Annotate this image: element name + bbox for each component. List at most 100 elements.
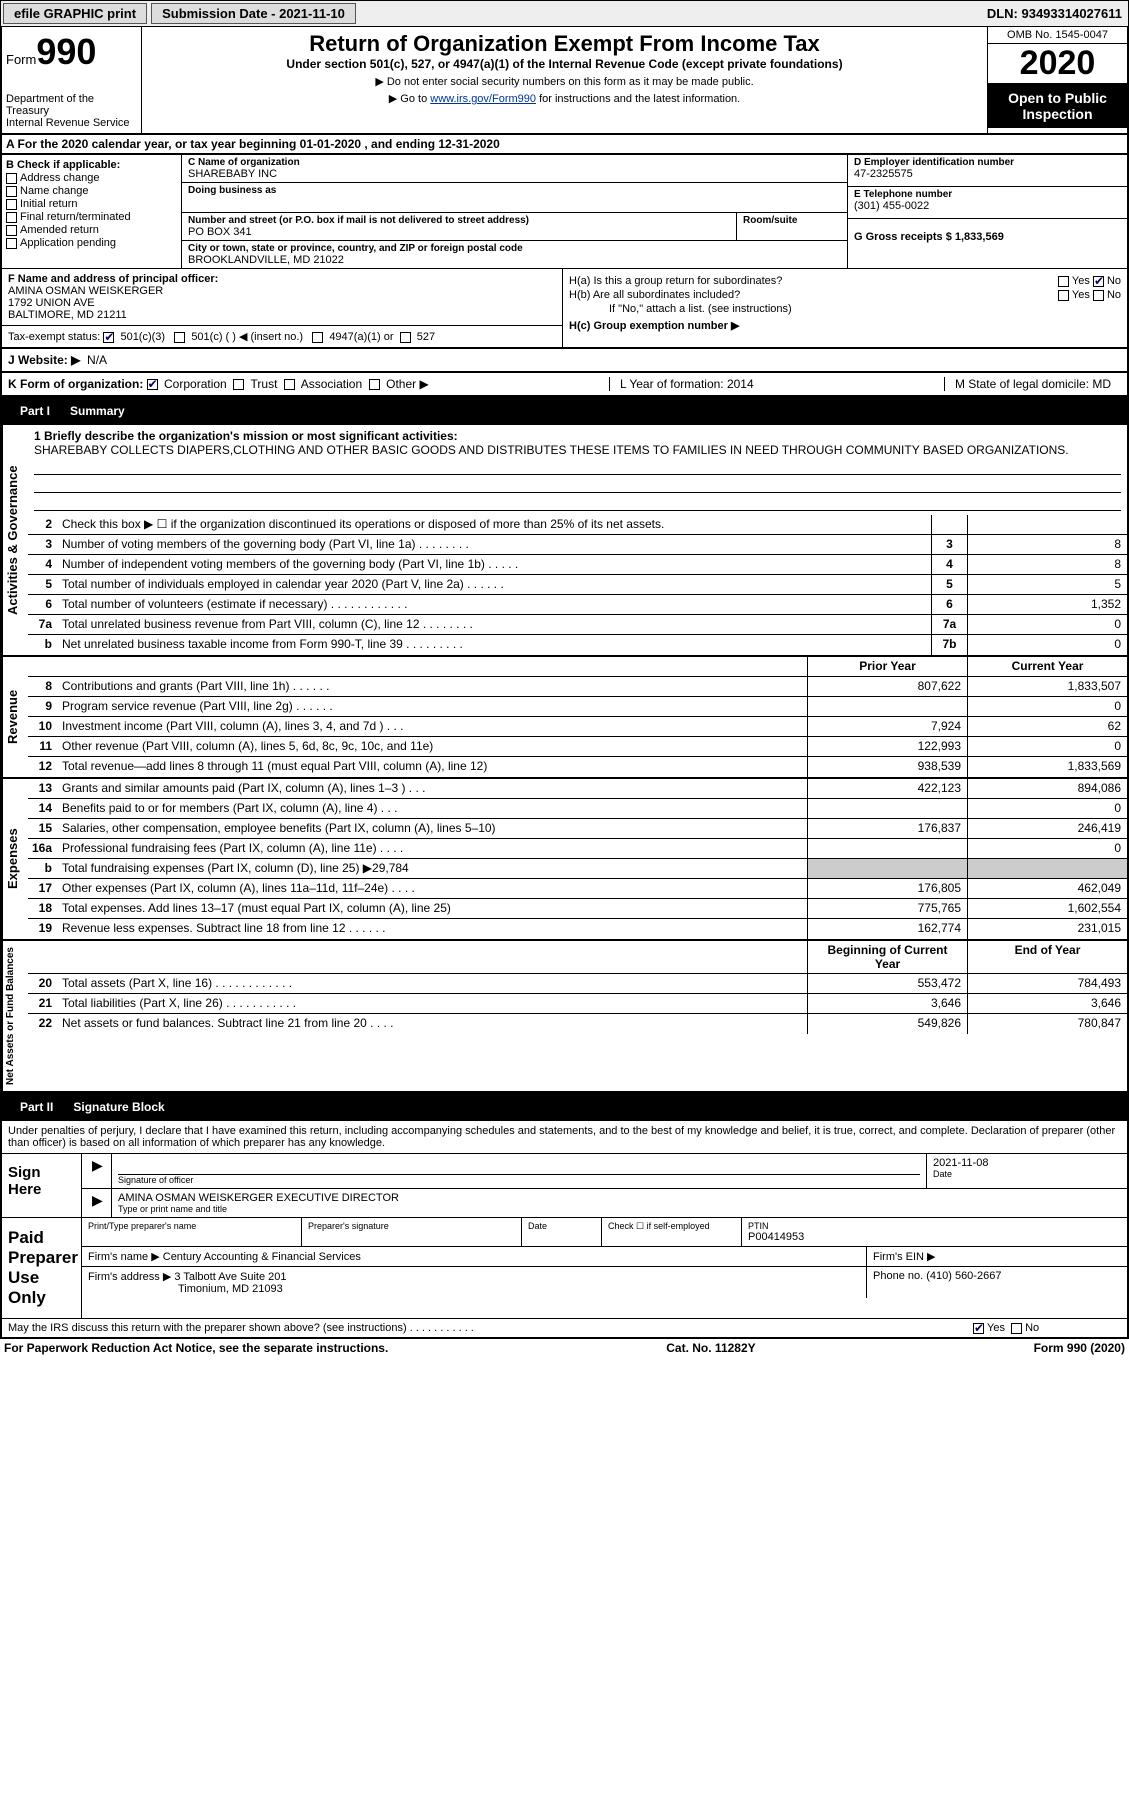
checkbox-corporation[interactable]: [147, 379, 158, 390]
line-number: 17: [28, 879, 58, 898]
col-de: D Employer identification number 47-2325…: [847, 155, 1127, 268]
checkbox-hb-yes[interactable]: [1058, 290, 1069, 301]
sign-here-label: Sign Here: [2, 1154, 82, 1217]
part2-title: Signature Block: [73, 1100, 164, 1114]
checkbox-discuss-no[interactable]: [1011, 1323, 1022, 1334]
prior-value: 938,539: [807, 757, 967, 777]
line-number: 11: [28, 737, 58, 756]
line-number: 5: [28, 575, 58, 594]
table-row: 3 Number of voting members of the govern…: [28, 535, 1127, 555]
table-row: b Net unrelated business taxable income …: [28, 635, 1127, 655]
checkbox-other[interactable]: [369, 379, 380, 390]
discuss-yes: Yes: [987, 1322, 1005, 1334]
prior-value: 807,622: [807, 677, 967, 696]
efile-print-button[interactable]: efile GRAPHIC print: [3, 3, 147, 24]
line-desc: Check this box ▶ ☐ if the organization d…: [58, 515, 931, 534]
chk-label: Initial return: [20, 198, 77, 210]
mission-text: SHAREBABY COLLECTS DIAPERS,CLOTHING AND …: [34, 443, 1121, 457]
side-tab-expenses: Expenses: [2, 779, 28, 939]
begin-year-header: Beginning of Current Year: [807, 941, 967, 973]
checkbox-527[interactable]: [400, 332, 411, 343]
sig-officer-label: Signature of officer: [118, 1175, 920, 1185]
line-desc: Benefits paid to or for members (Part IX…: [58, 799, 807, 818]
line-value: 5: [967, 575, 1127, 594]
part1-header: Part I Summary: [0, 397, 1129, 425]
prior-value: 553,472: [807, 974, 967, 993]
line-value: 0: [967, 615, 1127, 634]
checkbox-initial-return[interactable]: [6, 199, 17, 210]
table-row: 13 Grants and similar amounts paid (Part…: [28, 779, 1127, 799]
form-warn2: ▶ Go to www.irs.gov/Form990 for instruct…: [148, 92, 981, 105]
form-header-mid: Return of Organization Exempt From Incom…: [142, 27, 987, 133]
line-desc: Program service revenue (Part VIII, line…: [58, 697, 807, 716]
submission-date-button[interactable]: Submission Date - 2021-11-10: [151, 3, 356, 24]
chk-label: Final return/terminated: [20, 211, 131, 223]
line-desc: Total unrelated business revenue from Pa…: [58, 615, 931, 634]
table-row: 8 Contributions and grants (Part VIII, l…: [28, 677, 1127, 697]
checkbox-amended-return[interactable]: [6, 225, 17, 236]
current-year-header: Current Year: [967, 657, 1127, 676]
line-number: 7a: [28, 615, 58, 634]
firm-addr-label: Firm's address ▶: [88, 1271, 171, 1283]
form990-link[interactable]: www.irs.gov/Form990: [430, 93, 536, 105]
checkbox-4947[interactable]: [312, 332, 323, 343]
checkbox-final-return[interactable]: [6, 212, 17, 223]
line-desc: Number of voting members of the governin…: [58, 535, 931, 554]
line-number: b: [28, 859, 58, 878]
checkbox-501c3[interactable]: [103, 332, 114, 343]
firm-ein-label: Firm's EIN ▶: [867, 1247, 1127, 1266]
checkbox-501c[interactable]: [174, 332, 185, 343]
firm-addr2: Timonium, MD 21093: [88, 1283, 860, 1295]
status-501c: 501(c) ( ) ◀ (insert no.): [191, 331, 303, 343]
firm-phone: Phone no. (410) 560-2667: [867, 1267, 1127, 1298]
prior-value: 176,805: [807, 879, 967, 898]
trust-label: Trust: [251, 377, 278, 391]
tax-status-label: Tax-exempt status:: [8, 331, 100, 343]
checkbox-name-change[interactable]: [6, 186, 17, 197]
firm-name-label: Firm's name ▶: [88, 1251, 160, 1263]
chk-label: Address change: [20, 172, 100, 184]
checkbox-address-change[interactable]: [6, 173, 17, 184]
checkbox-trust[interactable]: [233, 379, 244, 390]
current-value: [967, 859, 1127, 878]
checkbox-discuss-yes[interactable]: [973, 1323, 984, 1334]
checkbox-application-pending[interactable]: [6, 238, 17, 249]
status-527: 527: [417, 331, 435, 343]
table-row: 5 Total number of individuals employed i…: [28, 575, 1127, 595]
checkbox-ha-no[interactable]: [1093, 276, 1104, 287]
side-tab-governance: Activities & Governance: [2, 425, 28, 655]
status-4947: 4947(a)(1) or: [329, 331, 393, 343]
checkbox-ha-yes[interactable]: [1058, 276, 1069, 287]
line-desc: Other revenue (Part VIII, column (A), li…: [58, 737, 807, 756]
current-value: 3,646: [967, 994, 1127, 1013]
footer-row: For Paperwork Reduction Act Notice, see …: [0, 1339, 1129, 1357]
discuss-question: May the IRS discuss this return with the…: [2, 1319, 967, 1337]
table-row: 20 Total assets (Part X, line 16) . . . …: [28, 974, 1127, 994]
line-number: b: [28, 635, 58, 655]
line-desc: Investment income (Part VIII, column (A)…: [58, 717, 807, 736]
checkbox-association[interactable]: [284, 379, 295, 390]
city-label: City or town, state or province, country…: [188, 243, 841, 254]
row-a-taxyear: A For the 2020 calendar year, or tax yea…: [0, 135, 1129, 155]
table-row: 16a Professional fundraising fees (Part …: [28, 839, 1127, 859]
footer-mid: Cat. No. 11282Y: [666, 1341, 755, 1355]
arrow-icon: ▶: [92, 1192, 103, 1208]
sig-type-label: Type or print name and title: [118, 1204, 1121, 1214]
checkbox-hb-no[interactable]: [1093, 290, 1104, 301]
line-desc: Total number of volunteers (estimate if …: [58, 595, 931, 614]
form-header-left: Form990 Department of the Treasury Inter…: [2, 27, 142, 133]
prep-sig-label: Preparer's signature: [308, 1221, 515, 1231]
org-name-label: C Name of organization: [188, 157, 841, 168]
line-box: 5: [931, 575, 967, 594]
line-desc: Total expenses. Add lines 13–17 (must eq…: [58, 899, 807, 918]
prior-value: 775,765: [807, 899, 967, 918]
warn2-post: for instructions and the latest informat…: [536, 93, 740, 105]
line-number: 2: [28, 515, 58, 534]
line-number: 14: [28, 799, 58, 818]
line-box: 7a: [931, 615, 967, 634]
current-value: 231,015: [967, 919, 1127, 939]
omb-number: OMB No. 1545-0047: [988, 27, 1127, 44]
officer-name: AMINA OSMAN WEISKERGER: [8, 285, 536, 297]
col-c-org-info: C Name of organization SHAREBABY INC Doi…: [182, 155, 847, 268]
line-value: 8: [967, 555, 1127, 574]
